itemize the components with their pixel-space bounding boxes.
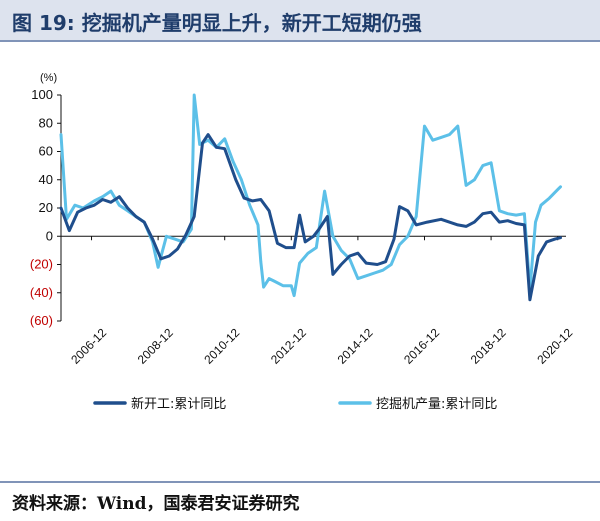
x-tick-label: 2016-12 bbox=[401, 325, 442, 366]
y-tick-label: 80 bbox=[39, 115, 53, 130]
x-tick-label: 2020-12 bbox=[534, 325, 575, 366]
series-line-1 bbox=[59, 133, 562, 302]
source-note: 资料来源：Wind，国泰君安证券研究 bbox=[12, 494, 300, 514]
x-tick-label: 2006-12 bbox=[68, 325, 109, 366]
y-unit-label: (%) bbox=[40, 72, 57, 84]
footer-rule bbox=[0, 481, 600, 483]
x-tick-label: 2014-12 bbox=[335, 325, 376, 366]
y-tick-label: 60 bbox=[39, 144, 53, 159]
series-line-2 bbox=[59, 93, 562, 298]
y-tick-label: 20 bbox=[39, 200, 53, 215]
x-tick-label: 2012-12 bbox=[268, 325, 309, 366]
legend-label-1: 新开工:累计同比 bbox=[131, 396, 226, 412]
legend-label-2: 挖掘机产量:累计同比 bbox=[376, 397, 497, 412]
y-tick-label: 0 bbox=[46, 228, 53, 243]
x-tick-label: 2008-12 bbox=[135, 325, 176, 366]
title-rule bbox=[0, 40, 600, 42]
y-tick-label: (20) bbox=[30, 257, 53, 272]
title-bar: 图 19: 挖掘机产量明显上升，新开工短期仍强 bbox=[0, 0, 600, 40]
chart-title: 图 19: 挖掘机产量明显上升，新开工短期仍强 bbox=[12, 11, 422, 35]
x-tick-label: 2018-12 bbox=[468, 325, 509, 366]
y-tick-label: (40) bbox=[30, 285, 53, 300]
y-tick-label: 40 bbox=[39, 172, 53, 187]
y-tick-label: (60) bbox=[30, 313, 53, 328]
y-tick-label: 100 bbox=[31, 87, 53, 102]
line-chart: (%) 100 80 60 40 20 0 (20) (40) (60) 2006-12 2008-1… bbox=[30, 72, 576, 412]
x-tick-label: 2010-12 bbox=[201, 325, 242, 366]
